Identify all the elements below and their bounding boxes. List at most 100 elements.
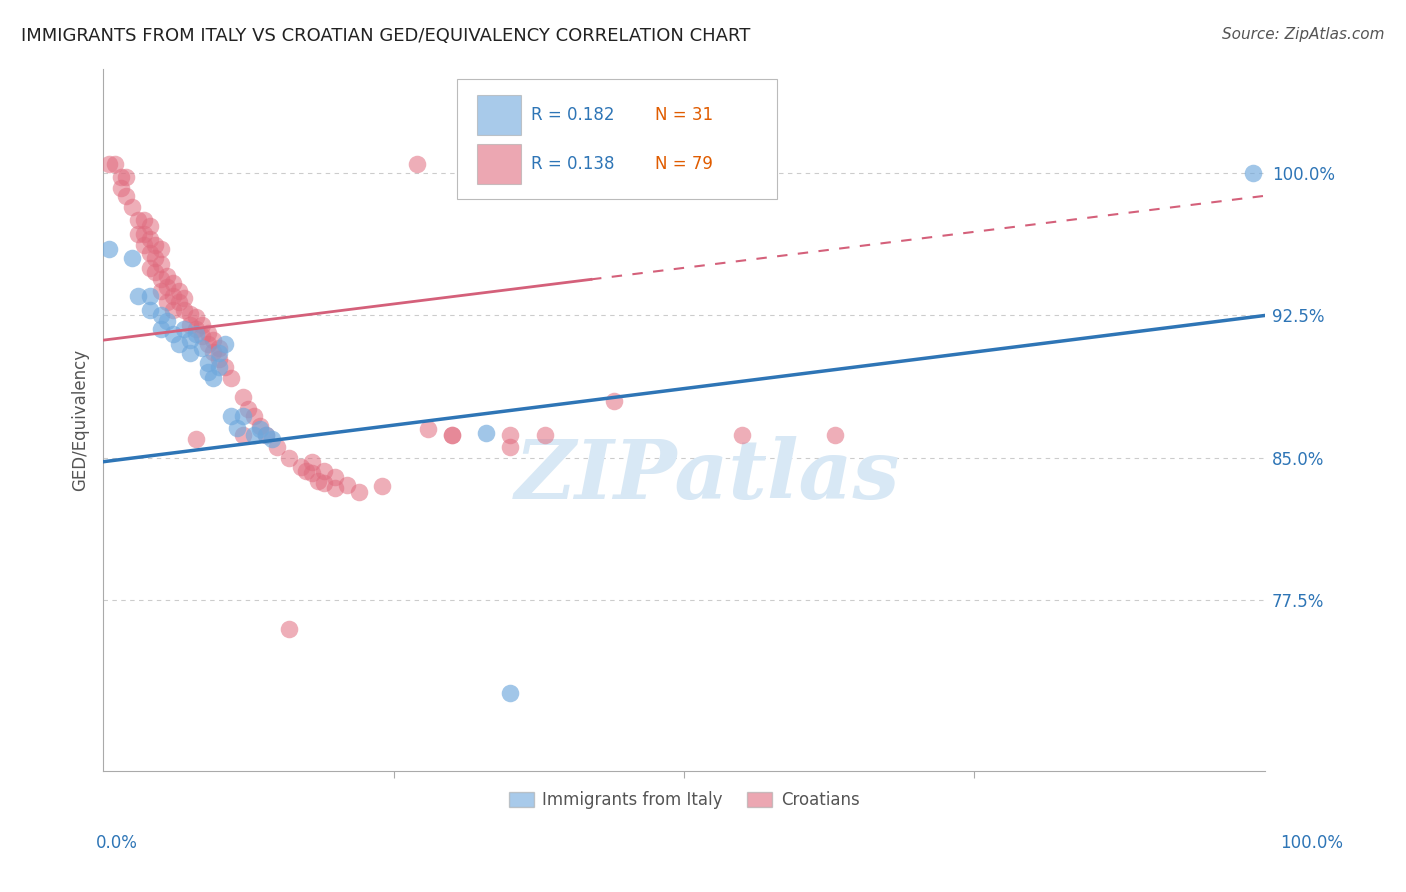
Text: Source: ZipAtlas.com: Source: ZipAtlas.com <box>1222 27 1385 42</box>
Point <box>214 359 236 374</box>
Point <box>197 326 219 340</box>
Point <box>104 156 127 170</box>
Point <box>418 422 440 436</box>
Point <box>179 333 201 347</box>
Point <box>197 366 219 380</box>
Point <box>127 227 149 241</box>
Point <box>145 252 167 266</box>
Point <box>510 156 533 170</box>
Point <box>115 189 138 203</box>
Point <box>202 371 225 385</box>
Text: N = 79: N = 79 <box>655 155 713 173</box>
Point <box>214 337 236 351</box>
Text: N = 31: N = 31 <box>655 106 713 124</box>
FancyBboxPatch shape <box>457 79 778 199</box>
Point <box>156 314 179 328</box>
Point <box>219 409 242 424</box>
Text: R = 0.182: R = 0.182 <box>530 106 614 124</box>
Text: ZIPatlas: ZIPatlas <box>515 436 900 516</box>
Point <box>499 440 522 454</box>
Point <box>202 333 225 347</box>
Point <box>173 322 195 336</box>
Point <box>295 464 318 478</box>
Point <box>243 409 266 424</box>
Point <box>249 422 271 436</box>
Point <box>121 252 143 266</box>
Point <box>110 169 132 184</box>
Point <box>208 341 231 355</box>
Point <box>127 289 149 303</box>
Point <box>824 428 846 442</box>
Point <box>184 327 207 342</box>
Point <box>110 181 132 195</box>
Point <box>132 213 155 227</box>
Point <box>231 409 253 424</box>
Text: 0.0%: 0.0% <box>96 834 138 852</box>
Point <box>173 292 195 306</box>
Point <box>202 344 225 359</box>
Point <box>225 420 247 434</box>
Point <box>208 346 231 360</box>
Point <box>115 169 138 184</box>
Point <box>145 238 167 252</box>
Point <box>173 302 195 317</box>
Point <box>127 213 149 227</box>
Text: R = 0.138: R = 0.138 <box>530 155 614 173</box>
Point <box>325 481 347 495</box>
Point <box>1241 166 1264 180</box>
Point <box>150 284 173 298</box>
Point <box>254 428 277 442</box>
Point <box>249 418 271 433</box>
Point <box>254 428 277 442</box>
Point <box>312 464 335 478</box>
Text: IMMIGRANTS FROM ITALY VS CROATIAN GED/EQUIVALENCY CORRELATION CHART: IMMIGRANTS FROM ITALY VS CROATIAN GED/EQ… <box>21 27 751 45</box>
Y-axis label: GED/Equivalency: GED/Equivalency <box>72 349 89 491</box>
Point <box>603 393 626 408</box>
Point <box>156 268 179 283</box>
Point <box>301 466 323 480</box>
Point <box>499 428 522 442</box>
Point <box>208 359 231 374</box>
Point <box>208 352 231 367</box>
Point <box>97 156 120 170</box>
Point <box>156 280 179 294</box>
Point <box>260 432 283 446</box>
Point <box>179 318 201 332</box>
FancyBboxPatch shape <box>477 95 522 136</box>
Point <box>184 322 207 336</box>
Point <box>184 432 207 446</box>
Point <box>405 156 427 170</box>
Point <box>533 428 555 442</box>
Point <box>167 295 190 310</box>
Point <box>325 470 347 484</box>
Point <box>179 346 201 360</box>
Point <box>191 329 214 343</box>
Point <box>243 428 266 442</box>
Point <box>150 272 173 286</box>
Point <box>290 460 312 475</box>
Point <box>145 265 167 279</box>
Point <box>440 428 463 442</box>
Point <box>162 302 184 317</box>
Text: 100.0%: 100.0% <box>1279 834 1343 852</box>
Point <box>312 475 335 490</box>
Point <box>138 232 160 246</box>
Point <box>307 474 329 488</box>
Point <box>150 257 173 271</box>
Point <box>97 242 120 256</box>
Point <box>138 245 160 260</box>
Point <box>499 686 522 700</box>
Point <box>162 289 184 303</box>
Point <box>184 310 207 325</box>
Point <box>138 289 160 303</box>
FancyBboxPatch shape <box>477 144 522 185</box>
Point <box>150 309 173 323</box>
Point <box>179 307 201 321</box>
Point <box>266 440 288 454</box>
Point <box>156 295 179 310</box>
Point <box>440 428 463 442</box>
Point <box>197 337 219 351</box>
Point <box>191 341 214 355</box>
Point <box>150 322 173 336</box>
Point <box>219 371 242 385</box>
